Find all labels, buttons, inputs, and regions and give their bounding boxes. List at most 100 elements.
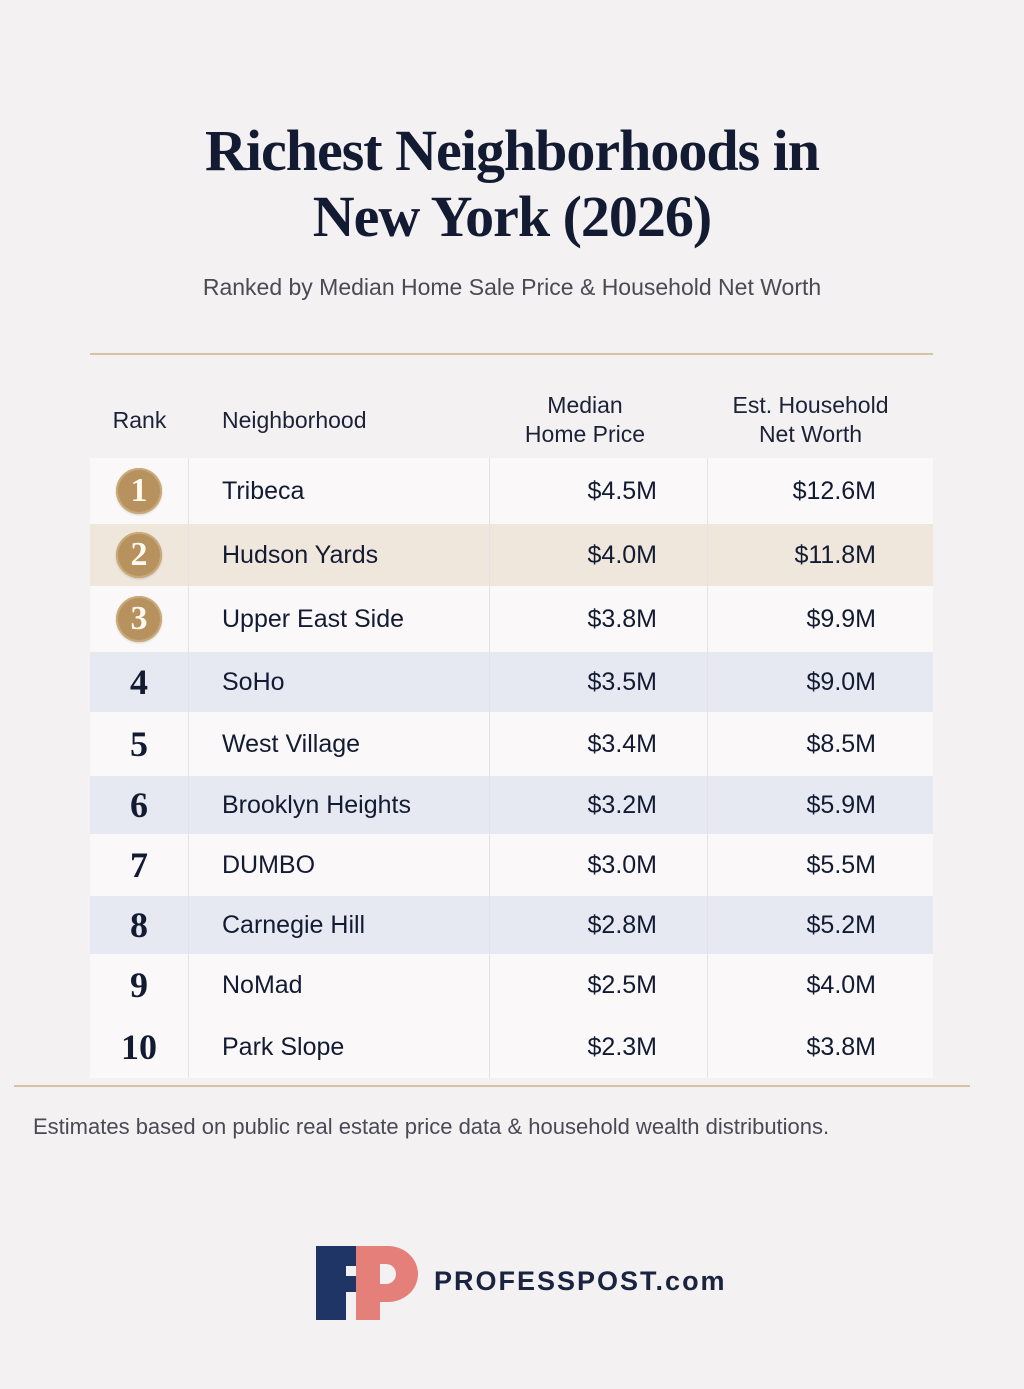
median-home-price-cell: $3.0M	[490, 834, 708, 896]
median-home-price-cell: $3.4M	[490, 712, 708, 776]
neighborhood-name: NoMad	[222, 970, 303, 999]
median-home-price: $3.8M	[587, 604, 657, 633]
household-net-worth-cell: $9.9M	[708, 586, 933, 652]
neighborhood-name: Upper East Side	[222, 604, 405, 633]
median-home-price-cell: $3.2M	[490, 776, 708, 834]
household-net-worth-cell: $5.9M	[708, 776, 933, 834]
median-home-price: $4.0M	[587, 540, 657, 569]
household-net-worth: $4.0M	[806, 970, 876, 999]
median-home-price-cell: $2.8M	[490, 896, 708, 954]
household-net-worth: $9.9M	[806, 604, 876, 633]
column-header-median-home-price: Median Home Price	[524, 392, 646, 447]
median-home-price: $2.5M	[587, 970, 657, 999]
median-home-price-cell: $4.0M	[490, 524, 708, 586]
rank-medal-icon: 2	[116, 532, 162, 578]
household-net-worth-cell: $3.8M	[708, 1016, 933, 1078]
household-net-worth: $11.8M	[794, 540, 876, 569]
column-header-net-worth: Est. Household Net Worth	[732, 392, 889, 447]
rank-cell: 6	[90, 776, 189, 834]
rank-number: 6	[130, 785, 148, 825]
rank-cell: 8	[90, 896, 189, 954]
table-row: 4 SoHo $3.5M $9.0M	[90, 652, 933, 712]
median-home-price-cell: $2.5M	[490, 954, 708, 1016]
household-net-worth: $5.5M	[806, 850, 876, 879]
rank-number: 9	[130, 965, 148, 1005]
median-home-price-cell: $3.8M	[490, 586, 708, 652]
page-title: Richest Neighborhoods in New York (2026)	[0, 118, 1024, 250]
table-row: 5 West Village $3.4M $8.5M	[90, 712, 933, 776]
table-row: 10 Park Slope $2.3M $3.8M	[90, 1016, 933, 1078]
household-net-worth-cell: $11.8M	[708, 524, 933, 586]
table-row: 6 Brooklyn Heights $3.2M $5.9M	[90, 776, 933, 834]
table-row: 3 Upper East Side $3.8M $9.9M	[90, 586, 933, 652]
household-net-worth-cell: $4.0M	[708, 954, 933, 1016]
neighborhood-name: Tribeca	[222, 476, 305, 505]
column-header-rank: Rank	[112, 406, 167, 433]
table-row: 1 Tribeca $4.5M $12.6M	[90, 458, 933, 524]
neighborhood-name-cell: DUMBO	[189, 834, 490, 896]
household-net-worth: $5.9M	[806, 790, 876, 819]
neighborhood-name: Carnegie Hill	[222, 910, 366, 939]
rank-cell: 10	[90, 1016, 189, 1078]
table-row: 7 DUMBO $3.0M $5.5M	[90, 834, 933, 896]
footnote: Estimates based on public real estate pr…	[33, 1114, 830, 1139]
household-net-worth: $3.8M	[806, 1032, 876, 1061]
median-home-price: $4.5M	[587, 476, 657, 505]
rank-number: 8	[130, 905, 148, 945]
household-net-worth-cell: $5.5M	[708, 834, 933, 896]
neighborhood-name: DUMBO	[222, 850, 316, 879]
rank-number: 7	[130, 845, 148, 885]
neighborhood-name: SoHo	[222, 667, 285, 696]
median-home-price: $3.4M	[587, 729, 657, 758]
rank-number: 5	[130, 724, 148, 764]
median-home-price-cell: $2.3M	[490, 1016, 708, 1078]
median-home-price: $2.3M	[587, 1032, 657, 1061]
median-home-price-cell: $3.5M	[490, 652, 708, 712]
household-net-worth: $5.2M	[806, 910, 876, 939]
household-net-worth-cell: $9.0M	[708, 652, 933, 712]
neighborhood-name-cell: West Village	[189, 712, 490, 776]
household-net-worth-cell: $8.5M	[708, 712, 933, 776]
brand-name: PROFESSPOST.com	[434, 1266, 727, 1296]
neighborhood-name-cell: Upper East Side	[189, 586, 490, 652]
rankings-table: 1 Tribeca $4.5M $12.6M 2 Hudson Yards $4.0M $11…	[90, 458, 933, 1078]
neighborhood-name-cell: Carnegie Hill	[189, 896, 490, 954]
household-net-worth-cell: $12.6M	[708, 458, 933, 524]
neighborhood-name-cell: SoHo	[189, 652, 490, 712]
neighborhood-name: Park Slope	[222, 1032, 345, 1061]
neighborhood-name-cell: NoMad	[189, 954, 490, 1016]
neighborhood-name: Hudson Yards	[222, 540, 379, 569]
household-net-worth: $12.6M	[792, 476, 876, 505]
rank-cell: 4	[90, 652, 189, 712]
table-row: 8 Carnegie Hill $2.8M $5.2M	[90, 896, 933, 954]
rank-cell: 9	[90, 954, 189, 1016]
neighborhood-name-cell: Hudson Yards	[189, 524, 490, 586]
neighborhood-name-cell: Brooklyn Heights	[189, 776, 490, 834]
neighborhood-name: Brooklyn Heights	[222, 790, 411, 819]
rank-cell: 5	[90, 712, 189, 776]
rank-cell: 2	[90, 524, 189, 586]
bottom-divider	[14, 1085, 970, 1087]
title-line-1: Richest Neighborhoods in	[204, 118, 820, 183]
neighborhood-name-cell: Tribeca	[189, 458, 490, 524]
rank-medal-icon: 1	[116, 468, 162, 514]
title-line-2: New York (2026)	[312, 184, 712, 249]
median-home-price: $3.2M	[587, 790, 657, 819]
median-home-price: $2.8M	[587, 910, 657, 939]
column-header-neighborhood: Neighborhood	[222, 406, 367, 433]
neighborhood-name-cell: Park Slope	[189, 1016, 490, 1078]
rank-cell: 1	[90, 458, 189, 524]
rank-number: 4	[130, 662, 148, 702]
household-net-worth-cell: $5.2M	[708, 896, 933, 954]
rank-number: 10	[121, 1027, 157, 1067]
rank-medal-icon: 3	[116, 596, 162, 642]
professpost-logo-icon	[316, 1246, 418, 1320]
median-home-price-cell: $4.5M	[490, 458, 708, 524]
rank-cell: 7	[90, 834, 189, 896]
table-row: 2 Hudson Yards $4.0M $11.8M	[90, 524, 933, 586]
neighborhood-name: West Village	[222, 729, 361, 758]
median-home-price: $3.5M	[587, 667, 657, 696]
subtitle: Ranked by Median Home Sale Price & House…	[202, 274, 822, 300]
median-home-price: $3.0M	[587, 850, 657, 879]
rank-cell: 3	[90, 586, 189, 652]
